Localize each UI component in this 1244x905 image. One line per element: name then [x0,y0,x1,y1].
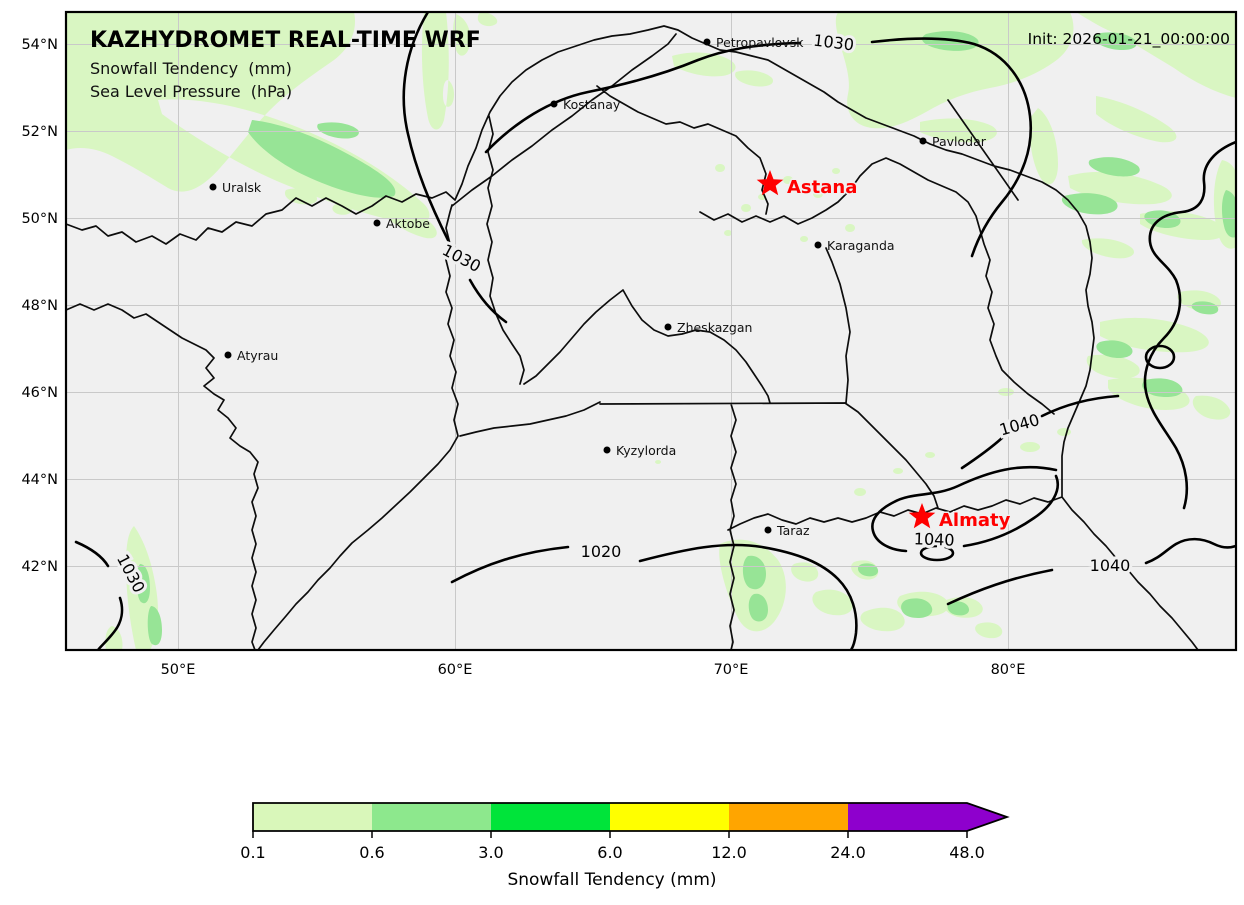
city-uralsk: Uralsk [209,180,262,195]
colorbar-segment [372,803,491,831]
city-dot [703,38,711,46]
city-label: Uralsk [222,180,262,195]
city-label: Kostanay [563,97,621,112]
city-dot [550,100,558,108]
star-icon [908,503,936,529]
lat-tick-label: 46°N [21,385,58,401]
city-dot [224,351,232,359]
colorbar-outline [252,802,1010,832]
colorbar-tick-label: 0.6 [359,843,384,862]
isobar-contours [74,12,1236,650]
city-label: Pavlodar [932,134,987,149]
colorbar: 0.1 0.6 3.0 6.0 12.0 24.0 48.0 Snowfall … [240,802,1010,890]
city-petropavlovsk: Petropavlovsk [703,35,804,50]
city-label: Taraz [776,523,810,538]
city-dot [209,183,217,191]
city-kostanay: Kostanay [550,97,621,112]
colorbar-tick-label: 48.0 [949,843,985,862]
lat-tick-label: 44°N [21,472,58,488]
capital-almaty: Almaty [908,503,1012,533]
capital-markers: Astana Almaty [756,170,1012,533]
colorbar-tick-label: 6.0 [597,843,622,862]
lon-tick-label: 70°E [714,662,749,678]
city-label: Atyrau [237,348,278,363]
city-kyzylorda: Kyzylorda [603,443,676,458]
capital-astana: Astana [756,170,859,200]
colorbar-segment [253,803,372,831]
isobar-label: 1040 [1090,556,1131,575]
lat-tick-label: 48°N [21,298,58,314]
city-label: Aktobe [386,216,430,231]
colorbar-segment [729,803,848,831]
colorbar-tick-label: 12.0 [711,843,747,862]
colorbar-segment [610,803,729,831]
city-dot [919,137,927,145]
capital-label: Almaty [939,510,1011,531]
colorbar-tick-label: 0.1 [240,843,265,862]
lat-tick-label: 50°N [21,211,58,227]
lat-tick-label: 54°N [21,37,58,53]
city-pavlodar: Pavlodar [919,134,987,149]
colorbar-tick-label: 3.0 [478,843,503,862]
map-frame [64,10,1238,652]
init-timestamp: Init: 2026-01-21_00:00:00 [1028,30,1230,49]
city-label: Petropavlovsk [716,35,804,50]
city-dot [373,219,381,227]
city-karaganda: Karaganda [814,238,895,253]
city-label: Karaganda [827,238,895,253]
figure-subtitle-pressure: Sea Level Pressure (hPa) [90,82,292,101]
lat-tick-label: 42°N [21,559,58,575]
city-aktobe: Aktobe [373,216,430,231]
isobar-label: 1040 [914,529,955,549]
city-label: Kyzylorda [616,443,676,458]
colorbar-segment [491,803,610,831]
colorbar-ticks [252,831,968,838]
isobar-label: 1020 [581,542,622,561]
city-zheskazgan: Zheskazgan [664,320,752,335]
figure-subtitle-variable: Snowfall Tendency (mm) [90,59,292,78]
city-atyrau: Atyrau [224,348,278,363]
colorbar-title: Snowfall Tendency (mm) [507,870,716,890]
city-dot [603,446,611,454]
city-dot [664,323,672,331]
colorbar-segment [848,803,967,831]
city-markers: Petropavlovsk Kostanay Pavlodar Uralsk A… [209,35,987,538]
lon-tick-label: 80°E [991,662,1026,678]
colorbar-tick-label: 24.0 [830,843,866,862]
city-dot [814,241,822,249]
city-label: Zheskazgan [677,320,752,335]
lon-tick-label: 60°E [438,662,473,678]
lon-tick-label: 50°E [161,662,196,678]
political-borders [66,25,1199,650]
latitude-axis: 54°N 52°N 50°N 48°N 46°N 44°N 42°N [21,37,58,575]
star-icon [756,170,784,196]
capital-label: Astana [787,177,857,198]
city-taraz: Taraz [764,523,810,538]
colorbar-overflow-arrow [967,803,1007,831]
lat-tick-label: 52°N [21,124,58,140]
figure-title: KAZHYDROMET REAL-TIME WRF [90,28,481,53]
city-dot [764,526,772,534]
longitude-axis: 50°E 60°E 70°E 80°E [161,662,1026,678]
